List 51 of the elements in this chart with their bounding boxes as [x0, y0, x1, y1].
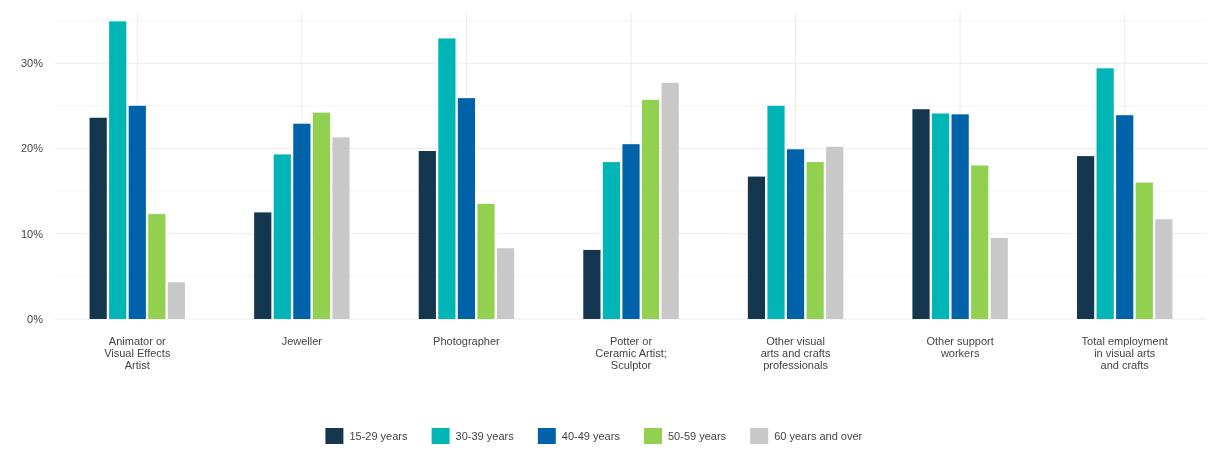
bar: [826, 146, 844, 319]
y-tick-label: 10%: [20, 227, 44, 240]
x-tick-label: Animator or Visual Effects Artist: [104, 335, 171, 371]
bar: [912, 109, 930, 319]
bar: [1116, 115, 1134, 319]
legend-label: 50-59 years: [668, 430, 727, 442]
bar: [661, 82, 679, 319]
bar: [273, 154, 291, 319]
legend-label: 15-29 years: [349, 430, 408, 442]
bar: [1155, 219, 1173, 319]
bar: [1096, 68, 1114, 319]
y-tick-label: 0%: [27, 312, 44, 325]
bar: [332, 137, 350, 319]
bar: [767, 105, 785, 319]
bar: [641, 99, 660, 319]
legend-label: 60 years and over: [774, 430, 863, 442]
bar: [971, 165, 989, 319]
bar: [496, 248, 515, 319]
bar: [583, 249, 601, 319]
bar: [312, 112, 331, 319]
bar: [806, 162, 824, 319]
x-tick-label: Jeweller: [281, 335, 323, 347]
bar: [167, 282, 186, 319]
bar: [128, 105, 146, 319]
bar: [438, 38, 456, 319]
bar: [990, 237, 1008, 319]
bar: [602, 162, 621, 319]
x-tick-label: Photographer: [433, 335, 501, 347]
x-tick-label: Potter or Ceramic Artist; Sculptor: [595, 335, 667, 371]
bar: [418, 151, 436, 319]
bar: [1135, 182, 1153, 319]
bar: [622, 144, 640, 319]
legend-label: 40-49 years: [561, 430, 621, 442]
bar: [89, 117, 107, 319]
bar: [477, 203, 495, 319]
bar: [293, 123, 311, 319]
bar: [786, 149, 805, 319]
x-tick-label: Other support workers: [926, 335, 994, 359]
bar: [931, 113, 950, 319]
y-tick-label: 20%: [20, 142, 44, 155]
bar: [747, 176, 766, 319]
bar: [951, 114, 969, 319]
bar: [1076, 156, 1095, 319]
bar: [148, 214, 166, 319]
bar: [109, 21, 127, 319]
x-tick-label: Other visual arts and crafts professionals: [760, 335, 831, 371]
bar: [254, 212, 272, 319]
x-tick-label: Total employment in visual arts and crafts: [1081, 335, 1168, 371]
legend-label: 30-39 years: [455, 430, 515, 442]
bar: [457, 98, 476, 319]
y-tick-label: 30%: [20, 57, 44, 70]
